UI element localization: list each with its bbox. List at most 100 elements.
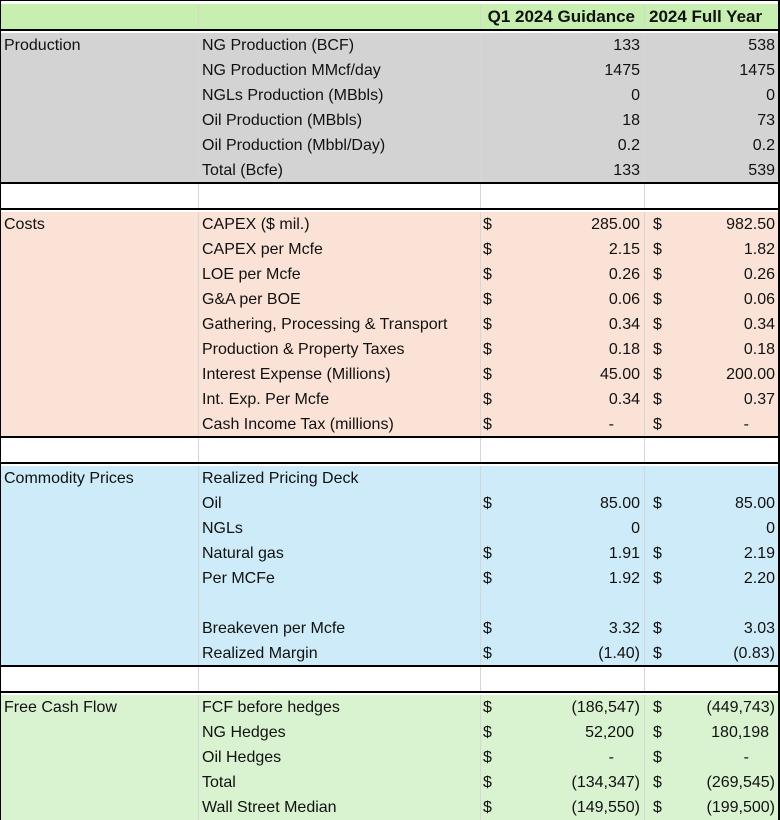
q1-value: 0.2 — [617, 137, 640, 154]
commodity-row: Realized Margin $ (1.40) $ (0.83) — [0, 641, 780, 666]
row-label: Oil — [202, 495, 222, 512]
production-row: NG Production MMcf/day 1475 1475 — [0, 58, 780, 83]
commodity-row: Natural gas $ 1.91 $ 2.19 — [0, 541, 780, 566]
row-label: Realized Margin — [202, 645, 318, 662]
row-label: Per MCFe — [202, 570, 275, 587]
production-row: Total (Bcfe) 133 539 — [0, 158, 780, 183]
currency-symbol: $ — [653, 341, 662, 358]
header-q1-guidance: Q1 2024 Guidance — [487, 7, 635, 26]
row-label: NG Hedges — [202, 724, 286, 741]
currency-symbol: $ — [653, 391, 662, 408]
row-label: Gathering, Processing & Transport — [202, 316, 448, 333]
q1-value: (1.40) — [598, 645, 640, 662]
fy-value: 200.00 — [726, 366, 775, 383]
q1-value: 0.34 — [608, 391, 640, 408]
fy-value: (199,500) — [706, 799, 776, 816]
currency-symbol: $ — [653, 366, 662, 383]
fy-value: (269,545) — [706, 774, 776, 791]
currency-symbol: $ — [483, 570, 492, 587]
currency-symbol: $ — [483, 216, 492, 233]
production-row: Oil Production (MBbls) 18 73 — [0, 108, 780, 133]
fy-value: 0.26 — [743, 266, 775, 283]
currency-symbol: $ — [483, 391, 492, 408]
fcf-row: Total $ (134,347) $ (269,545) — [0, 770, 780, 795]
fy-value: 538 — [748, 37, 775, 54]
row-label: Natural gas — [202, 545, 284, 562]
currency-symbol: $ — [653, 724, 662, 741]
section-title-costs: Costs — [4, 216, 45, 233]
spacer-row — [0, 667, 780, 692]
row-label: Oil Production (Mbbl/Day) — [202, 137, 386, 154]
commodity-row: Commodity Prices Realized Pricing Deck — [0, 466, 780, 491]
fy-value: 85.00 — [734, 495, 775, 512]
row-label: Total (Bcfe) — [202, 162, 283, 179]
currency-symbol: $ — [483, 291, 492, 308]
commodity-row: Per MCFe $ 1.92 $ 2.20 — [0, 566, 780, 591]
row-label: NGLs — [202, 520, 243, 537]
costs-row: Gathering, Processing & Transport $ 0.34… — [0, 312, 780, 337]
currency-symbol: $ — [653, 291, 662, 308]
q1-value: 52,200 — [585, 724, 634, 741]
q1-value: 45.00 — [599, 366, 640, 383]
currency-symbol: $ — [483, 366, 492, 383]
section-title-commodity-prices: Commodity Prices — [4, 470, 134, 487]
currency-symbol: $ — [483, 724, 492, 741]
q1-value: (149,550) — [571, 799, 641, 816]
row-label: CAPEX ($ mil.) — [202, 216, 310, 233]
row-label: Production & Property Taxes — [202, 341, 405, 358]
row-label: Cash Income Tax (millions) — [202, 416, 394, 433]
row-label: Int. Exp. Per Mcfe — [202, 391, 330, 408]
fcf-row: NG Hedges $ 52,200 $ 180,198 — [0, 720, 780, 745]
section-title-free-cash-flow: Free Cash Flow — [4, 699, 117, 716]
q1-value: 0 — [631, 87, 640, 104]
q1-value: 85.00 — [599, 495, 640, 512]
row-label: Total — [202, 774, 236, 791]
fy-value: 1.82 — [743, 241, 775, 258]
currency-symbol: $ — [653, 316, 662, 333]
currency-symbol: $ — [653, 495, 662, 512]
q1-value: 1.91 — [608, 545, 640, 562]
currency-symbol: $ — [483, 799, 492, 816]
production-row: Oil Production (Mbbl/Day) 0.2 0.2 — [0, 133, 780, 158]
q1-value: 0.34 — [608, 316, 640, 333]
currency-symbol: $ — [483, 316, 492, 333]
currency-symbol: $ — [483, 620, 492, 637]
header-row: Q1 2024 Guidance 2024 Full Year — [0, 4, 780, 29]
currency-symbol: $ — [653, 266, 662, 283]
fcf-row: Wall Street Median $ (149,550) $ (199,50… — [0, 795, 780, 820]
spacer-row — [0, 438, 780, 463]
fy-value: 0.18 — [743, 341, 775, 358]
q1-value: (134,347) — [571, 774, 641, 791]
currency-symbol: $ — [483, 774, 492, 791]
fy-value: 0.06 — [743, 291, 775, 308]
fy-value: 2.20 — [743, 570, 775, 587]
currency-symbol: $ — [653, 241, 662, 258]
production-row: Production NG Production (BCF) 133 538 — [0, 33, 780, 58]
costs-row: Cash Income Tax (millions) $ - $ - — [0, 412, 780, 437]
costs-row: Int. Exp. Per Mcfe $ 0.34 $ 0.37 — [0, 387, 780, 412]
costs-row: Production & Property Taxes $ 0.18 $ 0.1… — [0, 337, 780, 362]
costs-row: G&A per BOE $ 0.06 $ 0.06 — [0, 287, 780, 312]
q1-value: 18 — [622, 112, 640, 129]
currency-symbol: $ — [653, 570, 662, 587]
row-label: NG Production (BCF) — [202, 37, 355, 54]
row-label: Interest Expense (Millions) — [202, 366, 391, 383]
currency-symbol: $ — [483, 416, 492, 433]
currency-symbol: $ — [653, 799, 662, 816]
currency-symbol: $ — [483, 241, 492, 258]
currency-symbol: $ — [653, 416, 662, 433]
currency-symbol: $ — [653, 545, 662, 562]
q1-value: 285.00 — [591, 216, 640, 233]
row-label: NG Production MMcf/day — [202, 62, 381, 79]
fy-value: 73 — [757, 112, 775, 129]
currency-symbol: $ — [653, 645, 662, 662]
row-label: G&A per BOE — [202, 291, 301, 308]
fy-value: 982.50 — [726, 216, 775, 233]
currency-symbol: $ — [483, 495, 492, 512]
row-label: FCF before hedges — [202, 699, 340, 716]
currency-symbol: $ — [483, 341, 492, 358]
currency-symbol: $ — [653, 699, 662, 716]
currency-symbol: $ — [483, 699, 492, 716]
q1-value: - — [608, 416, 614, 433]
